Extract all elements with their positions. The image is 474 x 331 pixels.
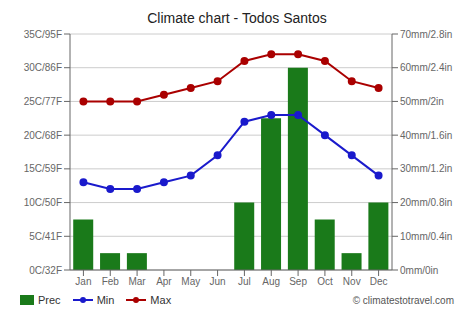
svg-text:Aug: Aug	[262, 276, 280, 287]
svg-text:30C/86F: 30C/86F	[24, 62, 62, 73]
svg-text:Mar: Mar	[128, 276, 146, 287]
html-text:Prec: Prec	[38, 294, 61, 306]
svg-text:10mm/0.4in: 10mm/0.4in	[400, 231, 452, 242]
html-text:Min: Min	[96, 294, 115, 306]
svg-text:60mm/2.4in: 60mm/2.4in	[400, 62, 452, 73]
svg-text:Dec: Dec	[370, 276, 388, 287]
svg-text:Feb: Feb	[102, 276, 120, 287]
svg-text:35C/95F: 35C/95F	[24, 29, 62, 40]
html-text:© climatestotravel.com: © climatestotravel.com	[352, 294, 454, 306]
svg-text:Nov: Nov	[343, 276, 361, 287]
svg-text:5C/41F: 5C/41F	[29, 231, 62, 242]
svg-text:0mm/0in: 0mm/0in	[400, 265, 438, 276]
svg-text:20C/68F: 20C/68F	[24, 130, 62, 141]
svg-text:50mm/2in: 50mm/2in	[400, 96, 444, 107]
svg-text:20mm/0.8in: 20mm/0.8in	[400, 197, 452, 208]
svg-text:Apr: Apr	[156, 276, 172, 287]
svg-text:Oct: Oct	[317, 276, 333, 287]
svg-text:10C/50F: 10C/50F	[24, 197, 62, 208]
svg-text:Jan: Jan	[75, 276, 91, 287]
html-text:Climate chart - Todos Santos: Climate chart - Todos Santos	[147, 10, 327, 26]
svg-text:15C/59F: 15C/59F	[24, 163, 62, 174]
svg-text:30mm/1.2in: 30mm/1.2in	[400, 163, 452, 174]
svg-text:0C/32F: 0C/32F	[29, 265, 62, 276]
svg-text:May: May	[181, 276, 200, 287]
html-text:Max: Max	[150, 294, 172, 306]
svg-text:Jul: Jul	[238, 276, 251, 287]
svg-text:70mm/2.8in: 70mm/2.8in	[400, 29, 452, 40]
svg-text:Jun: Jun	[210, 276, 226, 287]
svg-text:Sep: Sep	[289, 276, 307, 287]
svg-text:40mm/1.6in: 40mm/1.6in	[400, 130, 452, 141]
svg-text:25C/77F: 25C/77F	[24, 96, 62, 107]
